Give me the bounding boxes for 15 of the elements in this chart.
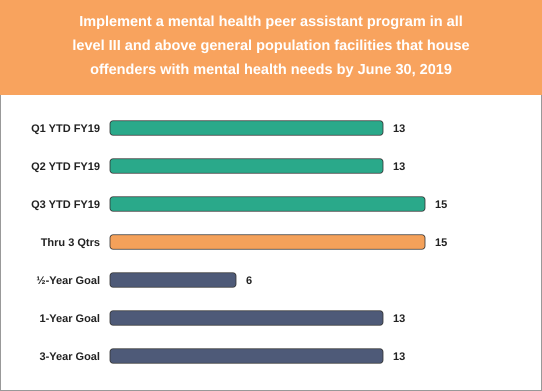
y-tick-label: Q3 YTD FY19 [31, 198, 100, 211]
data-label: 13 [393, 350, 406, 363]
data-label: 13 [393, 312, 406, 325]
y-tick-label: Q2 YTD FY19 [31, 160, 100, 173]
data-label: 6 [246, 274, 252, 287]
y-tick-label: 1-Year Goal [39, 312, 100, 325]
y-tick-label: Q1 YTD FY19 [31, 122, 100, 135]
data-label: 15 [435, 236, 448, 249]
y-tick-label: ½-Year Goal [36, 274, 100, 287]
chart-title: Implement a mental health peer assistant program in all level III and above general population facilities that house offenders with mental health needs by June 30, 2019 [72, 14, 470, 78]
y-tick-label: Thru 3 Qtrs [40, 236, 100, 249]
data-label: 15 [435, 198, 448, 211]
data-label: 13 [393, 122, 406, 135]
data-label: 13 [393, 160, 406, 173]
y-tick-label: 3-Year Goal [39, 350, 100, 363]
